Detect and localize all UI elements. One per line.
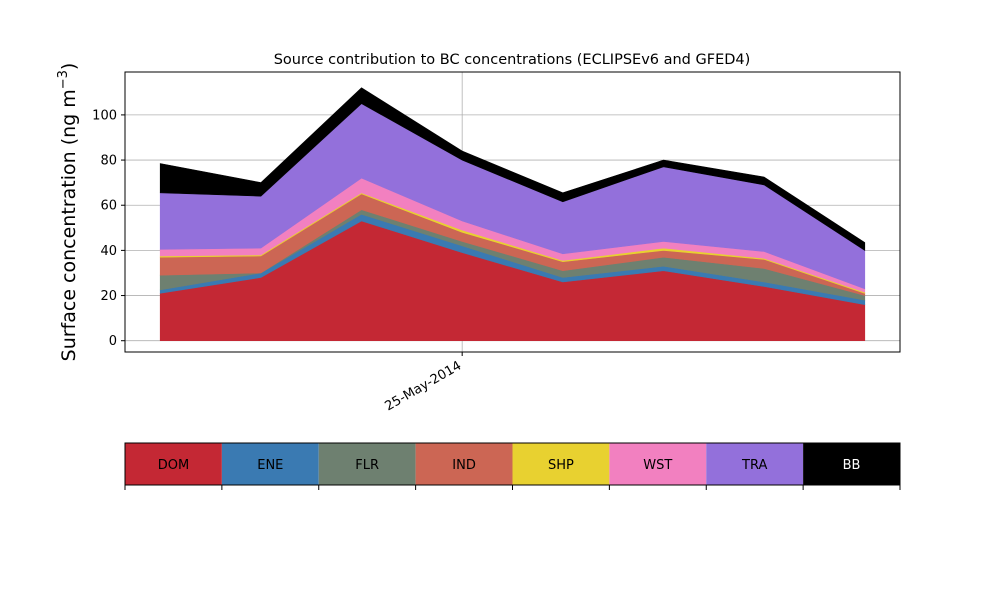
axes-frame	[124, 71, 901, 353]
y-axis-label-main: Surface concentration (ng m	[58, 89, 80, 361]
legend-label-flr: FLR	[355, 458, 379, 473]
legend-label-dom: DOM	[158, 458, 189, 473]
y-tick-label: 80	[100, 154, 117, 169]
area-bb	[159, 87, 866, 251]
legend-colorbar: DOM ENE FLR IND SHP WST TRA BB	[124, 442, 901, 490]
legend-label-bb: BB	[843, 458, 861, 473]
y-tick-label: 0	[109, 334, 117, 349]
chart-title: Source contribution to BC concentrations…	[274, 52, 751, 68]
legend-label-tra: TRA	[741, 458, 767, 473]
y-axis-label: Surface concentration (ng m−3)	[56, 63, 80, 362]
legend-swatch-bb	[803, 443, 900, 485]
legend-swatch-ene	[221, 443, 319, 485]
legend-swatch-tra	[706, 443, 804, 485]
legend-label-wst: WST	[643, 458, 672, 473]
y-tick-label: 100	[92, 108, 117, 123]
y-axis-label-superscript: −3	[56, 70, 71, 89]
y-tick-label: 20	[100, 289, 117, 304]
plot-area: 0 20 40 60 80 100 25-May-2014	[92, 71, 901, 414]
legend-swatch-dom	[125, 443, 222, 485]
y-axis-label-tail: )	[58, 63, 80, 70]
legend-swatch-flr	[318, 443, 416, 485]
y-tick-label: 60	[100, 199, 117, 214]
legend-label-ene: ENE	[257, 458, 283, 473]
x-tick-label: 25-May-2014	[382, 358, 464, 414]
y-tick-label: 40	[100, 244, 117, 259]
legend-swatch-wst	[609, 443, 707, 485]
legend-label-shp: SHP	[548, 458, 574, 473]
legend-swatch-ind	[415, 443, 513, 485]
legend-swatch-shp	[512, 443, 610, 485]
legend-label-ind: IND	[452, 458, 476, 473]
